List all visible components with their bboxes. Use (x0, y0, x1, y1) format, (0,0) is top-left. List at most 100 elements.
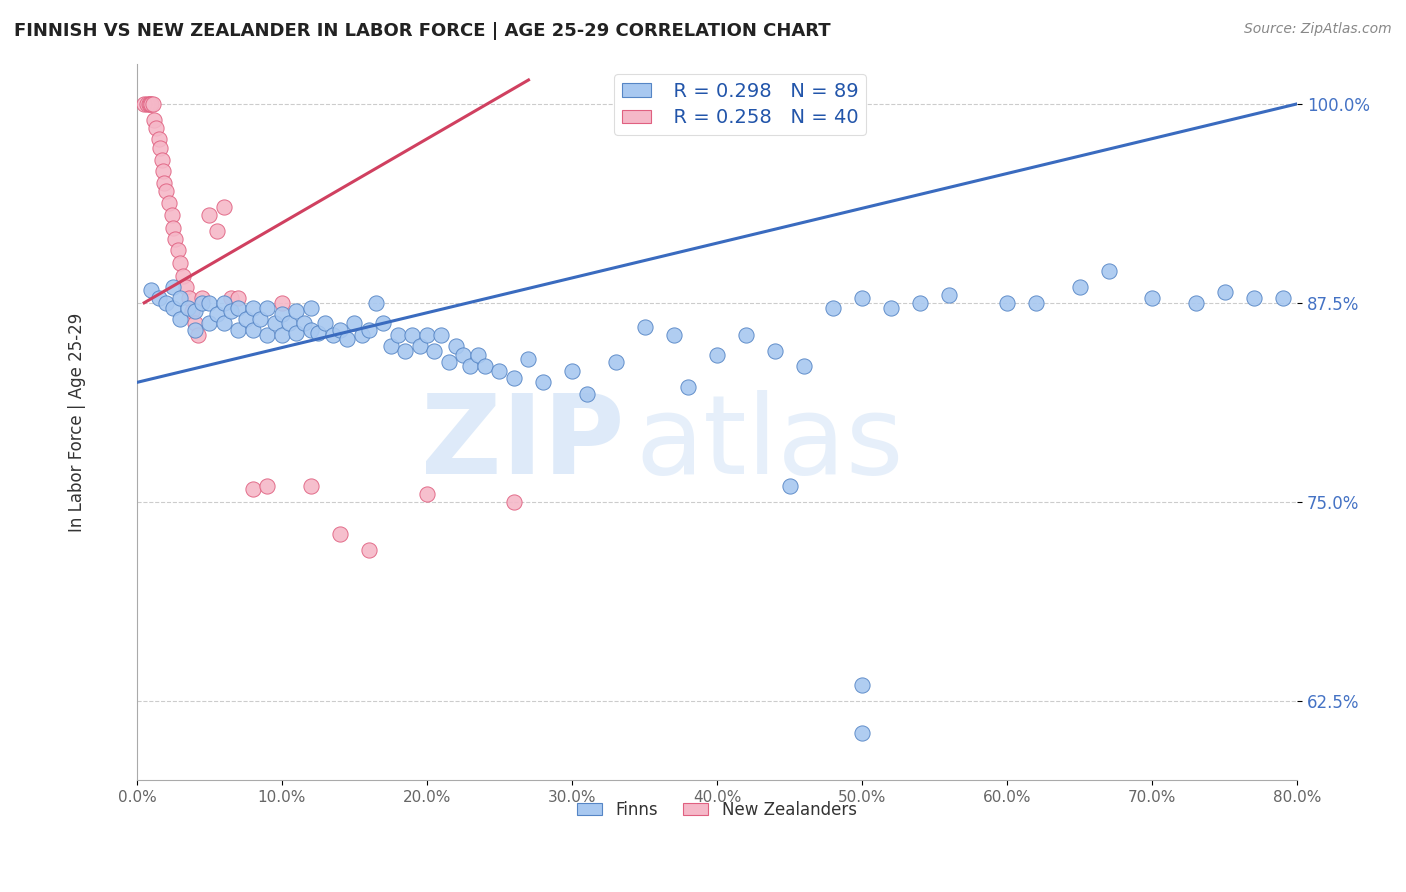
Point (1184, 295, 1206, 310)
Point (1243, 291, 1265, 305)
Point (162, 280, 184, 294)
Point (205, 224, 228, 238)
Point (357, 323, 380, 337)
Point (152, 163, 174, 178)
Point (451, 348, 474, 362)
Point (633, 319, 655, 334)
Point (198, 317, 221, 331)
Point (228, 291, 250, 305)
Point (394, 343, 416, 358)
Point (141, 283, 163, 297)
Point (179, 291, 201, 305)
Point (851, 291, 873, 305)
Point (430, 327, 453, 342)
Point (136, 96, 159, 111)
Point (329, 323, 352, 337)
Point (735, 327, 758, 342)
Point (307, 326, 329, 340)
Point (145, 120, 167, 135)
Point (142, 96, 165, 111)
Point (166, 244, 188, 258)
Point (219, 291, 242, 305)
Point (184, 323, 207, 337)
Point (150, 153, 173, 167)
Point (488, 364, 510, 378)
Point (228, 323, 250, 337)
Point (373, 317, 395, 331)
Point (1213, 285, 1236, 299)
Point (908, 295, 931, 310)
Point (162, 301, 184, 315)
Point (561, 364, 583, 378)
Point (387, 327, 409, 342)
Point (278, 317, 301, 331)
Point (249, 311, 271, 326)
Legend: Finns, New Zealanders: Finns, New Zealanders (571, 795, 863, 826)
Point (416, 487, 439, 501)
Point (169, 256, 191, 270)
Point (219, 303, 242, 318)
Point (880, 301, 903, 315)
Point (575, 386, 598, 401)
Point (823, 301, 845, 315)
Point (357, 542, 380, 557)
Point (174, 280, 197, 294)
Point (242, 323, 264, 337)
Point (155, 185, 177, 199)
Point (263, 317, 285, 331)
Point (285, 326, 308, 340)
Point (148, 291, 170, 305)
Point (299, 323, 322, 337)
Point (242, 301, 264, 315)
Point (212, 317, 235, 331)
Point (1140, 291, 1163, 305)
Point (460, 359, 482, 374)
Point (322, 327, 344, 342)
Point (205, 307, 228, 321)
Point (314, 317, 336, 331)
Point (176, 301, 198, 315)
Point (1025, 295, 1047, 310)
Point (1069, 280, 1091, 294)
Point (343, 317, 366, 331)
Point (779, 479, 801, 493)
Text: In Labor Force | Age 25-29: In Labor Force | Age 25-29 (67, 312, 86, 532)
Point (1098, 264, 1121, 278)
Point (271, 307, 294, 321)
Point (851, 725, 873, 739)
Point (416, 327, 439, 342)
Point (662, 327, 685, 342)
Point (329, 526, 352, 541)
Point (271, 295, 294, 310)
Point (228, 301, 250, 315)
Point (531, 376, 554, 390)
Point (149, 141, 172, 155)
Point (409, 339, 432, 353)
Point (139, 96, 162, 111)
Point (212, 200, 235, 214)
Point (141, 96, 163, 111)
Point (169, 291, 191, 305)
Point (503, 370, 526, 384)
Point (172, 268, 194, 283)
Point (467, 348, 489, 362)
Point (198, 208, 221, 222)
Point (605, 354, 627, 368)
Point (995, 295, 1018, 310)
Point (285, 303, 308, 318)
Point (157, 195, 180, 210)
Point (336, 333, 359, 347)
Point (793, 359, 815, 374)
Point (423, 343, 446, 358)
Point (162, 221, 184, 235)
Point (163, 232, 186, 246)
Point (474, 359, 496, 374)
Point (851, 678, 873, 692)
Point (517, 351, 540, 366)
Point (763, 343, 786, 358)
Point (256, 327, 278, 342)
Point (212, 295, 235, 310)
Point (676, 380, 699, 394)
Point (242, 482, 264, 496)
Point (191, 295, 214, 310)
